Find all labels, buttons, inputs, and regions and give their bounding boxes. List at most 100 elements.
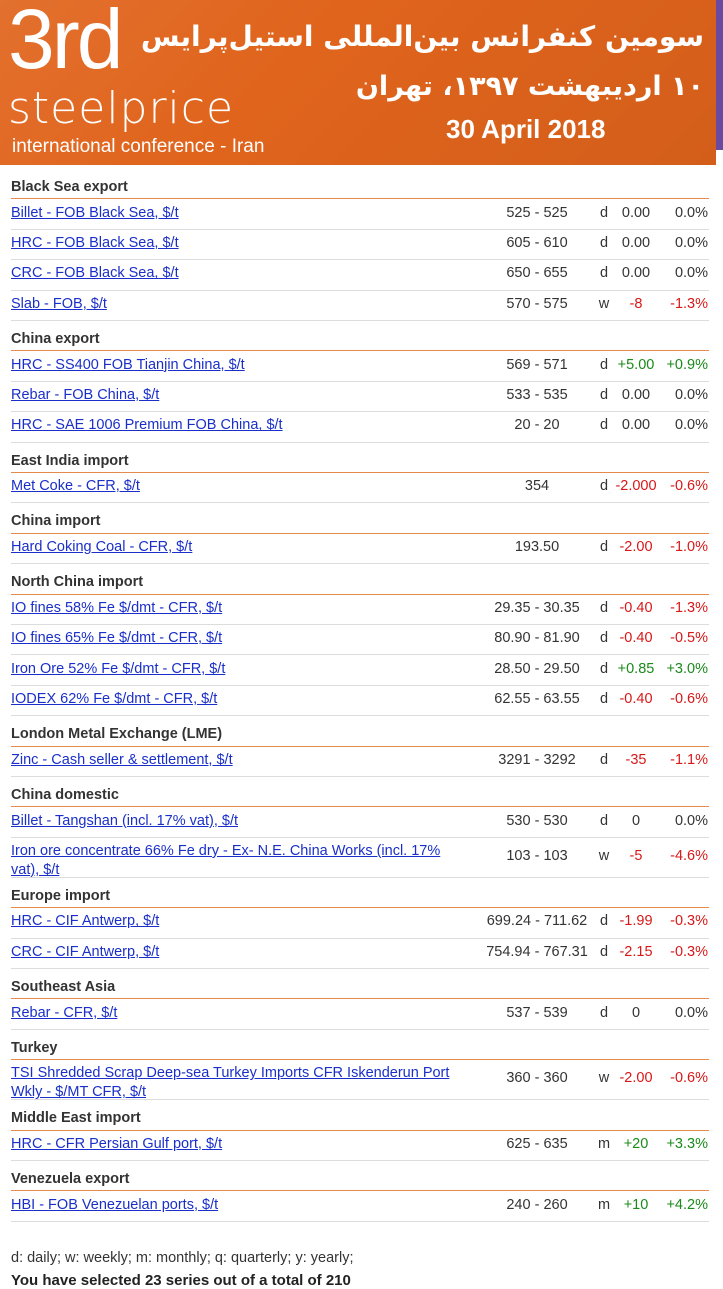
frequency-legend: d: daily; w: weekly; m: monthly; q: quar…	[11, 1250, 354, 1266]
percent-change: -1.1%	[670, 751, 708, 768]
price-range: 537 - 539	[506, 1004, 568, 1021]
section-title: China export	[11, 331, 100, 347]
price-series-link[interactable]: HRC - SS400 FOB Tianjin China, $/t	[11, 356, 245, 373]
section-divider	[11, 532, 709, 534]
section-divider	[11, 745, 709, 747]
frequency-code: d	[599, 913, 609, 930]
percent-change: -0.6%	[670, 478, 708, 495]
price-series-link[interactable]: Hard Coking Coal - CFR, $/t	[11, 539, 193, 555]
row-divider	[11, 654, 709, 656]
percent-change: -1.0%	[670, 539, 708, 555]
frequency-code: d	[599, 417, 609, 434]
banner-date: 30 April 2018	[446, 114, 606, 144]
price-series-link[interactable]: Rebar - CFR, $/t	[11, 1004, 118, 1021]
price-series-link[interactable]: HBI - FOB Venezuelan ports, $/t	[11, 1196, 219, 1213]
price-change: 0	[631, 1004, 641, 1021]
price-series-link[interactable]: CRC - CIF Antwerp, $/t	[11, 943, 160, 960]
price-series-link[interactable]: HRC - CIF Antwerp, $/t	[11, 913, 160, 930]
percent-change: 0.0%	[674, 387, 708, 403]
percent-change: +4.2%	[666, 1196, 708, 1213]
price-series-link[interactable]: Iron ore concentrate 66% Fe dry - Ex- N.…	[11, 842, 441, 878]
section-divider	[11, 350, 709, 352]
price-range: 3291 - 3292	[498, 751, 576, 768]
price-series-link[interactable]: HRC - SAE 1006 Premium FOB China, $/t	[11, 417, 283, 434]
percent-change: -0.6%	[670, 691, 708, 707]
banner-shade	[0, 0, 716, 165]
row-divider	[11, 876, 709, 878]
row-divider	[11, 776, 709, 777]
section-title: China import	[11, 513, 101, 530]
row-divider	[11, 441, 709, 443]
frequency-code: d	[599, 1004, 609, 1021]
section-divider	[11, 998, 709, 1000]
row-divider	[11, 1099, 709, 1101]
price-series-link[interactable]: IO fines 58% Fe $/dmt - CFR, $/t	[11, 599, 223, 616]
section-title: North China import	[11, 574, 144, 591]
price-series-link[interactable]: HRC - FOB Black Sea, $/t	[11, 235, 179, 251]
price-range: 569 - 571	[506, 356, 568, 373]
section-title: Europe import	[11, 887, 111, 904]
price-change: 0	[631, 812, 641, 829]
price-series-link[interactable]: IODEX 62% Fe $/dmt - CFR, $/t	[11, 691, 218, 707]
price-series-link[interactable]: CRC - FOB Black Sea, $/t	[11, 265, 179, 282]
section-title: East India import	[11, 452, 129, 469]
percent-change: -0.6%	[670, 1070, 708, 1087]
frequency-code: d	[599, 235, 609, 251]
price-range: 62.55 - 63.55	[494, 691, 580, 707]
price-series-link[interactable]: IO fines 65% Fe $/dmt - CFR, $/t	[11, 630, 223, 647]
row-divider	[11, 1220, 709, 1222]
price-change: +20	[623, 1135, 649, 1152]
percent-change: 0.0%	[674, 235, 708, 251]
frequency-code: d	[599, 630, 609, 647]
price-change: -2.00	[619, 1070, 653, 1087]
percent-change: 0.0%	[674, 1004, 708, 1021]
price-range: 650 - 655	[506, 265, 568, 282]
price-change: -1.99	[619, 913, 653, 930]
section-divider	[11, 907, 709, 909]
row-divider	[11, 289, 709, 291]
price-change: 0.00	[621, 265, 651, 282]
percent-change: -0.5%	[670, 630, 708, 647]
price-change: 0.00	[621, 387, 651, 403]
price-series-link[interactable]: Slab - FOB, $/t	[11, 295, 107, 312]
section-title: London Metal Exchange (LME)	[11, 726, 223, 743]
percent-change: +0.9%	[666, 356, 708, 373]
section-title: Southeast Asia	[11, 979, 116, 995]
frequency-code: d	[599, 387, 609, 403]
frequency-code: d	[599, 812, 609, 829]
price-change: 0.00	[621, 204, 651, 221]
percent-change: -1.3%	[670, 295, 708, 312]
price-series-link[interactable]: Met Coke - CFR, $/t	[11, 478, 140, 495]
section-divider	[11, 806, 709, 808]
banner-edition: 3rd	[8, 0, 123, 86]
frequency-code: m	[597, 1196, 611, 1213]
section-divider	[11, 472, 709, 473]
price-series-link[interactable]: HRC - CFR Persian Gulf port, $/t	[11, 1135, 223, 1152]
price-range: 354	[524, 478, 550, 495]
price-series-link[interactable]: Zinc - Cash seller & settlement, $/t	[11, 751, 233, 768]
price-range: 240 - 260	[506, 1196, 568, 1213]
price-series-link[interactable]: TSI Shredded Scrap Deep-sea Turkey Impor…	[11, 1065, 450, 1101]
section-title: Turkey	[11, 1039, 58, 1056]
frequency-code: w	[598, 1070, 610, 1087]
row-divider	[11, 259, 709, 261]
section-divider	[11, 593, 709, 595]
price-series-link[interactable]: Iron Ore 52% Fe $/dmt - CFR, $/t	[11, 660, 226, 677]
price-range: 360 - 360	[506, 1070, 568, 1087]
row-divider	[11, 320, 709, 321]
row-divider	[11, 411, 709, 413]
row-divider	[11, 563, 709, 565]
price-change: -5	[629, 847, 643, 864]
price-series-link[interactable]: Billet - Tangshan (incl. 17% vat), $/t	[11, 812, 239, 829]
percent-change: -1.3%	[670, 599, 708, 616]
price-range: 29.35 - 30.35	[494, 599, 580, 616]
price-range: 754.94 - 767.31	[486, 943, 588, 960]
percent-change: -4.6%	[670, 847, 708, 864]
price-series-link[interactable]: Billet - FOB Black Sea, $/t	[11, 204, 179, 221]
banner-subtitle: international conference - Iran	[12, 136, 265, 157]
frequency-code: d	[599, 265, 609, 282]
price-range: 28.50 - 29.50	[494, 660, 580, 677]
price-change: -2.000	[615, 478, 657, 495]
row-divider	[11, 624, 709, 625]
price-series-link[interactable]: Rebar - FOB China, $/t	[11, 387, 160, 403]
